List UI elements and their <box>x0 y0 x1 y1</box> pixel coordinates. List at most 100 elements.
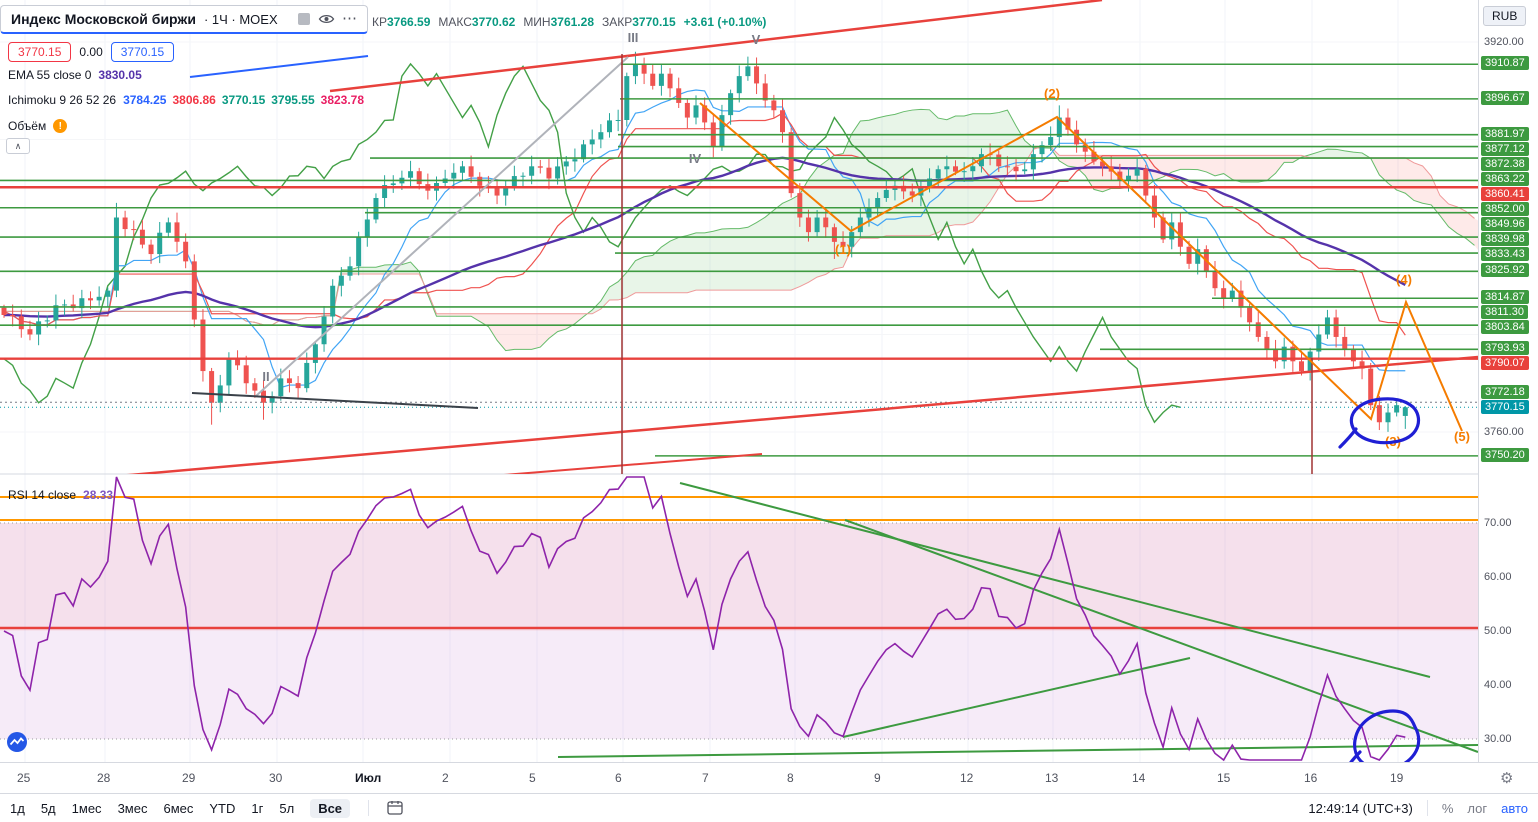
time-axis-label: 12 <box>960 771 974 785</box>
hand-drawn-circle[interactable] <box>1347 709 1421 762</box>
volume-warning-icon: ! <box>53 119 68 133</box>
wave-label: III <box>628 30 639 45</box>
sell-price-button[interactable]: 3770.15 <box>8 42 72 62</box>
range-button-5д[interactable]: 5д <box>40 800 56 816</box>
log-scale-button[interactable]: лог <box>1467 800 1488 816</box>
open-value: 3766.59 <box>387 15 431 29</box>
range-button-5л[interactable]: 5л <box>279 800 295 816</box>
rsi-legend[interactable]: RSI 14 close 28.33 <box>8 488 113 502</box>
time-axis-label: 15 <box>1217 771 1231 785</box>
ema-label: EMA 55 close 0 <box>8 68 92 82</box>
trendline[interactable] <box>329 0 1103 93</box>
time-axis-label: 14 <box>1132 771 1146 785</box>
price-badge: 3790.07 <box>1481 356 1529 371</box>
time-axis-label: 25 <box>17 771 31 785</box>
elliott-wave-line[interactable] <box>699 102 1463 432</box>
wave-badge-icon[interactable] <box>6 731 28 758</box>
range-buttons: 1д 5д 1мес 3мес 6мес YTD 1г 5л Все <box>10 798 351 818</box>
wave-label: IV <box>689 151 702 166</box>
percent-scale-button[interactable]: % <box>1441 800 1454 816</box>
symbol-title-widget[interactable]: Индекс Московской биржи · 1Ч · MOEX ⋯ <box>0 5 368 34</box>
price-badge: 3860.41 <box>1481 187 1529 202</box>
candlestick-layer <box>1 51 1408 432</box>
rsi-trendline[interactable] <box>844 519 1478 753</box>
range-button-6мес[interactable]: 6мес <box>163 800 194 816</box>
price-badge: 3863.22 <box>1481 172 1529 187</box>
range-button-1мес[interactable]: 1мес <box>71 800 102 816</box>
low-value: 3761.28 <box>550 15 594 29</box>
rsi-trendline[interactable] <box>557 744 1478 758</box>
trendline[interactable] <box>430 453 763 481</box>
time-axis-label: 30 <box>269 771 283 785</box>
ichimoku-legend[interactable]: Ichimoku 9 26 52 26 3784.25 3806.86 3770.1… <box>8 93 370 107</box>
eye-icon[interactable] <box>318 13 335 25</box>
close-label: ЗАКР <box>602 15 633 29</box>
hand-drawn-circle[interactable] <box>1338 397 1421 449</box>
buy-price-button[interactable]: 3770.15 <box>110 42 175 62</box>
trendline[interactable] <box>189 55 369 78</box>
time-axis[interactable]: ⚙ 25 28 29 30 Июл 2 5 6 7 8 9 12 13 14 15 16 19 <box>0 762 1538 793</box>
price-badge: 3881.97 <box>1481 126 1529 141</box>
calendar-icon[interactable] <box>387 800 404 816</box>
ema-legend[interactable]: EMA 55 close 0 3830.05 <box>8 68 142 82</box>
rsi-value: 28.33 <box>83 488 114 502</box>
price-badge: 3896.67 <box>1481 90 1529 105</box>
price-badge: 3852.00 <box>1481 202 1529 217</box>
low-label: МИН <box>523 15 551 29</box>
more-options-icon[interactable]: ⋯ <box>342 10 357 27</box>
range-button-1г[interactable]: 1г <box>251 800 264 816</box>
quote-row: 3770.15 0.00 3770.15 <box>8 42 175 62</box>
clock-readout[interactable]: 12:49:14 (UTC+3) <box>1308 800 1413 816</box>
symbol-name: Индекс Московской биржи <box>11 11 196 27</box>
time-axis-label: 29 <box>182 771 196 785</box>
price-badge: 3833.43 <box>1481 247 1529 262</box>
price-badge: 3910.87 <box>1481 56 1529 71</box>
price-badge: 3814.87 <box>1481 290 1529 305</box>
trendline[interactable] <box>191 392 479 409</box>
rsi-trendline[interactable] <box>679 482 1431 678</box>
price-badge: 3750.20 <box>1481 447 1529 462</box>
rsi-band <box>0 523 1478 739</box>
ichimoku-label: Ichimoku 9 26 52 26 <box>8 93 117 107</box>
rsi-line <box>3 476 1406 762</box>
price-badge: 3803.84 <box>1481 320 1529 335</box>
collapse-legend-button[interactable]: ∧ <box>6 138 30 154</box>
time-axis-label: 16 <box>1304 771 1318 785</box>
price-badge: 3849.96 <box>1481 217 1529 232</box>
time-axis-label: 5 <box>529 771 536 785</box>
range-button-3мес[interactable]: 3мес <box>117 800 148 816</box>
range-button-Все[interactable]: Все <box>310 798 351 818</box>
axis-scale-label: 30.00 <box>1484 733 1512 745</box>
rsi-trendline[interactable] <box>842 657 1191 738</box>
price-badge: 3877.12 <box>1481 141 1529 156</box>
price-badge: 3872.38 <box>1481 156 1529 171</box>
bottom-toolbar: 1д 5д 1мес 3мес 6мес YTD 1г 5л Все 12:49:14 (UTC… <box>0 793 1538 822</box>
time-axis-label: 13 <box>1045 771 1059 785</box>
auto-scale-button[interactable]: авто <box>1501 800 1528 816</box>
toolbar-divider <box>1426 800 1428 816</box>
tenkan-line <box>3 89 1406 389</box>
range-button-YTD[interactable]: YTD <box>209 800 236 816</box>
high-label: МАКС <box>438 15 472 29</box>
ichimoku-value: 3823.78 <box>320 93 365 107</box>
time-axis-label: 2 <box>442 771 449 785</box>
ema-value: 3830.05 <box>98 68 142 82</box>
ohlc-readout: КР3766.59 МАКС3770.62 МИН3761.28 ЗАКР377… <box>372 15 766 29</box>
time-axis-label: 6 <box>615 771 622 785</box>
currency-button[interactable]: RUB <box>1483 6 1527 26</box>
trendline[interactable] <box>95 355 1478 478</box>
price-axis[interactable]: RUB 3920.00 3760.00 70.00 60.00 50.00 40.00 30… <box>1478 0 1538 762</box>
gear-icon[interactable]: ⚙ <box>1500 770 1514 787</box>
high-value: 3770.62 <box>471 15 516 29</box>
range-button-1д[interactable]: 1д <box>10 800 25 816</box>
time-axis-label: 9 <box>874 771 881 785</box>
toolbar-divider <box>368 800 370 816</box>
price-badge: 3811.30 <box>1481 305 1528 320</box>
ichimoku-value: 3806.86 <box>172 93 216 107</box>
trendline[interactable] <box>255 56 629 397</box>
volume-legend[interactable]: Объём ! <box>8 119 68 133</box>
wave-label: (4) <box>1396 272 1412 287</box>
